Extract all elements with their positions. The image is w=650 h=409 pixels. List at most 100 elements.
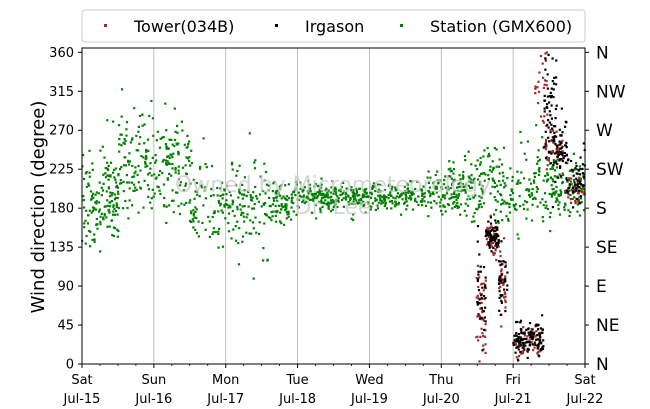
data-point [517, 333, 520, 336]
data-point [554, 107, 557, 111]
data-point [241, 240, 244, 243]
data-point [228, 190, 231, 193]
data-point [497, 220, 500, 223]
data-point [544, 58, 547, 61]
data-point [327, 201, 330, 204]
data-point [184, 164, 187, 167]
data-point [489, 239, 492, 242]
data-point [555, 161, 558, 164]
data-point [575, 172, 578, 175]
data-point [146, 164, 149, 168]
data-point [528, 341, 531, 344]
data-point [185, 201, 188, 204]
compass-label: NE [596, 316, 619, 336]
data-point [484, 320, 487, 323]
data-point [565, 177, 568, 180]
data-point [242, 215, 245, 218]
data-point [237, 263, 241, 266]
data-point [567, 209, 570, 212]
data-point [493, 196, 496, 199]
data-point [490, 241, 493, 244]
data-point [458, 193, 461, 196]
data-point [195, 208, 198, 211]
data-point [342, 190, 345, 193]
data-point [575, 189, 578, 192]
data-point [468, 176, 471, 179]
data-point [98, 210, 101, 213]
data-point [530, 192, 533, 195]
data-point [320, 197, 324, 200]
data-point [212, 194, 215, 197]
data-point [553, 138, 556, 141]
data-point [316, 184, 319, 188]
data-point [508, 203, 511, 206]
data-point [570, 183, 573, 186]
data-point [508, 205, 511, 209]
data-point [195, 231, 198, 235]
data-point [252, 277, 255, 280]
x-tick-label-day: Tue [285, 373, 308, 388]
data-point [578, 214, 581, 217]
data-point [541, 119, 545, 122]
data-point [539, 337, 542, 340]
data-point [182, 189, 185, 192]
data-point [324, 195, 327, 198]
data-point [152, 134, 155, 137]
data-point [555, 144, 558, 147]
data-point [487, 231, 490, 235]
data-point [579, 197, 583, 200]
data-point [295, 183, 298, 186]
data-point [521, 332, 525, 335]
data-point [546, 123, 549, 127]
data-point [249, 194, 252, 197]
data-point [106, 167, 109, 170]
data-point [116, 186, 120, 189]
data-point [552, 161, 555, 164]
data-point [464, 189, 467, 192]
data-point [482, 155, 485, 158]
data-point [544, 200, 547, 203]
data-point [91, 206, 94, 209]
data-point [397, 201, 400, 204]
data-point [564, 125, 567, 128]
data-point [510, 198, 513, 201]
data-point [483, 179, 486, 182]
data-point [245, 216, 248, 219]
data-point [533, 196, 536, 199]
data-point [361, 195, 364, 198]
data-point [109, 175, 112, 178]
data-point [358, 187, 361, 190]
data-point [448, 197, 451, 200]
data-point [181, 129, 184, 132]
data-point [487, 174, 490, 177]
data-point [459, 185, 462, 188]
data-point [363, 195, 366, 198]
data-point [519, 338, 523, 341]
data-point [489, 222, 493, 225]
data-point [473, 212, 476, 215]
data-point [562, 155, 565, 158]
data-point [194, 210, 197, 213]
data-point [537, 323, 540, 326]
data-point [537, 149, 540, 152]
data-point [579, 173, 582, 176]
legend-marker-tower [104, 24, 107, 27]
data-point [99, 220, 102, 224]
data-point [471, 220, 474, 223]
data-point [566, 189, 569, 193]
data-point [560, 141, 563, 144]
data-point [147, 195, 150, 199]
data-point [283, 197, 286, 200]
data-point [477, 289, 481, 292]
data-point [559, 147, 562, 150]
data-point [559, 175, 563, 178]
data-point [135, 149, 138, 152]
data-point [390, 188, 393, 191]
data-point [83, 206, 86, 209]
data-point [238, 164, 241, 167]
data-point [509, 167, 512, 170]
data-point [371, 184, 375, 188]
data-point [112, 120, 115, 123]
data-point [230, 163, 234, 166]
data-point [390, 200, 393, 203]
